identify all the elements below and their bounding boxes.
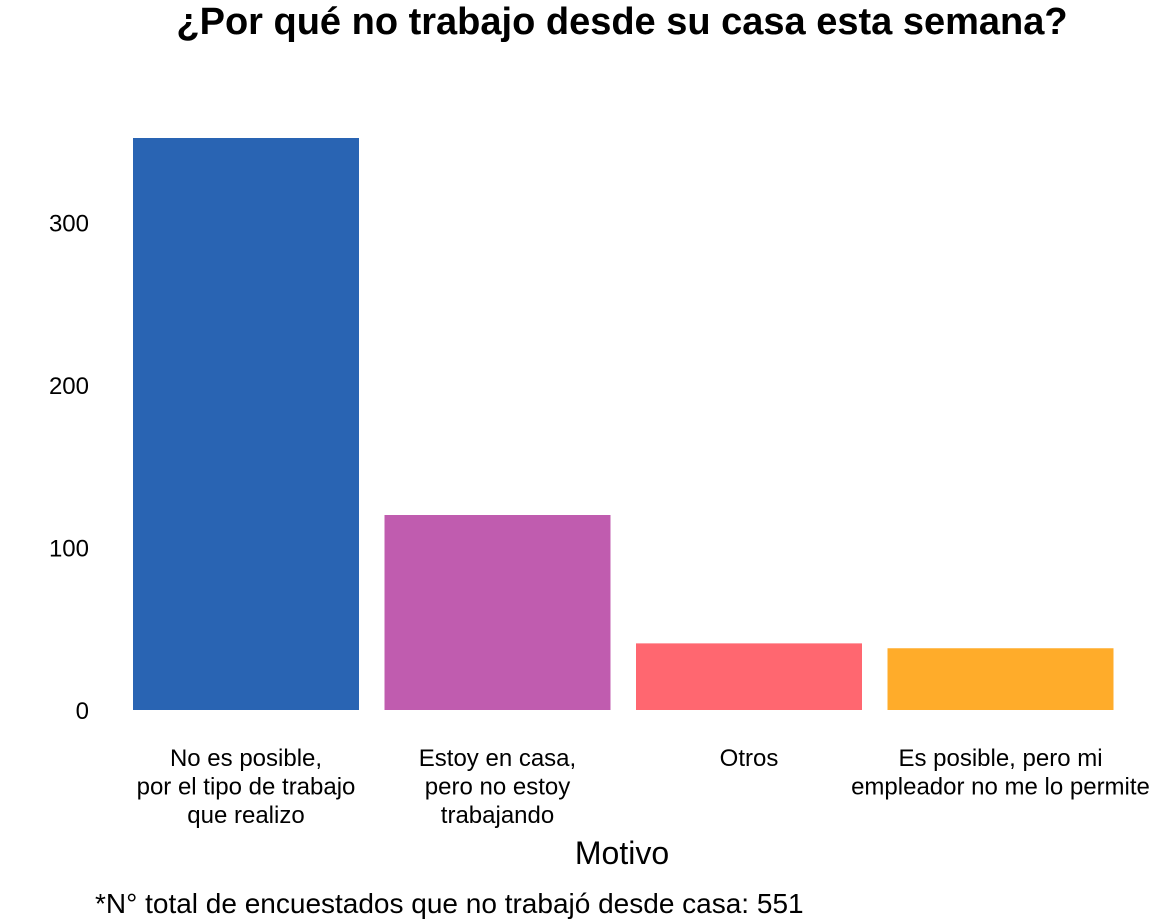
x-tick-label-line: No es posible,	[170, 745, 322, 772]
y-tick-label: 0	[76, 698, 89, 725]
x-tick-label-line: Otros	[720, 745, 779, 772]
bar	[384, 515, 611, 710]
y-tick-label: 300	[49, 211, 89, 238]
x-tick-label: Es posible, pero mi empleador no me lo pe…	[851, 745, 1150, 801]
bars-group	[133, 138, 1114, 710]
x-axis: No es posible, por el tipo de trabajo que …	[137, 745, 1150, 829]
y-tick-label: 100	[49, 536, 89, 563]
bar	[887, 648, 1114, 710]
y-axis: 0 100 200 300	[49, 211, 89, 726]
x-tick-label-line: trabajando	[441, 802, 554, 829]
x-tick-label: No es posible, por el tipo de trabajo que …	[137, 745, 356, 829]
chart-caption: *N° total de encuestados que no trabajó …	[95, 888, 804, 919]
x-axis-label: Motivo	[575, 835, 669, 871]
x-tick-label: Otros	[720, 745, 779, 772]
x-tick-label-line: pero no estoy	[425, 774, 570, 801]
x-tick-label-line: Es posible, pero mi	[898, 745, 1102, 772]
chart-title: ¿Por qué no trabajo desde su casa esta s…	[176, 1, 1067, 43]
x-tick-label-line: Estoy en casa,	[419, 745, 576, 772]
x-tick-label-line: por el tipo de trabajo	[137, 774, 356, 801]
x-tick-label-line: que realizo	[187, 802, 304, 829]
bar	[133, 138, 359, 710]
x-tick-label-line: empleador no me lo permite	[851, 774, 1150, 801]
bar	[636, 643, 862, 710]
x-tick-label: Estoy en casa, pero no estoy trabajando	[419, 745, 576, 829]
y-tick-label: 200	[49, 373, 89, 400]
